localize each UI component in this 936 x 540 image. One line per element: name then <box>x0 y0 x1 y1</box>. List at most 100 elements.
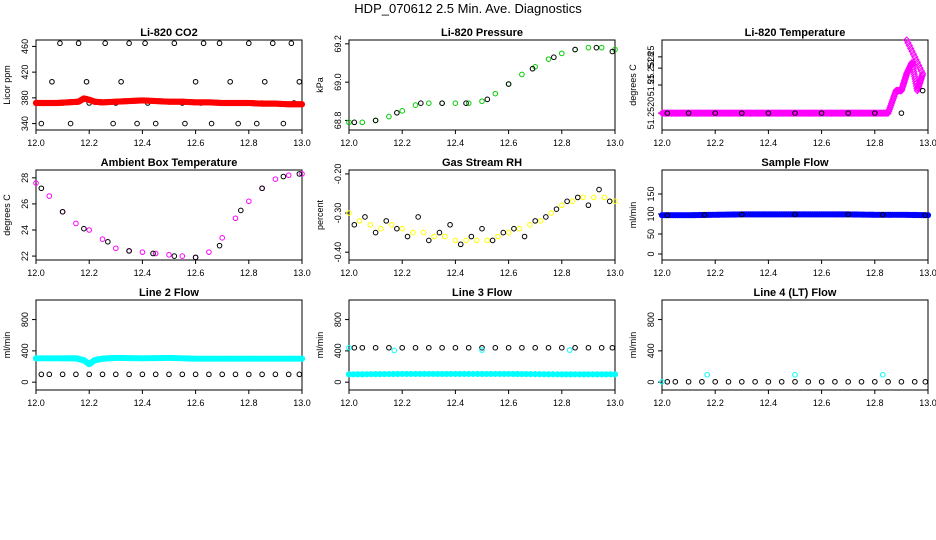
data-point <box>519 344 525 351</box>
panel-sample_flow: Sample Flow ml/min 12.0 12.2 12.4 12.6 12.8 13.… <box>628 157 936 278</box>
data-point <box>351 344 358 351</box>
data-point <box>192 78 199 85</box>
data-point <box>426 100 432 106</box>
data-point <box>359 119 366 126</box>
data-point <box>519 71 525 78</box>
data-point <box>105 238 111 245</box>
x-tick-label: 13.0 <box>919 398 936 408</box>
y-axis-label: ml/min <box>315 332 325 359</box>
data-point <box>142 40 148 47</box>
data-point <box>505 344 512 351</box>
plot-frame <box>35 169 303 261</box>
data-point <box>152 371 159 378</box>
data-point <box>246 198 252 205</box>
series-raw <box>351 186 613 248</box>
x-tick-label: 12.4 <box>134 138 152 148</box>
data-point <box>171 253 178 259</box>
data-point <box>606 198 613 205</box>
data-point <box>566 347 573 353</box>
y-tick-label: 380 <box>20 90 30 105</box>
y-tick-label: -0.40 <box>333 242 343 263</box>
data-point <box>219 371 225 378</box>
x-tick-label: 12.0 <box>27 398 45 408</box>
data-point <box>179 371 186 378</box>
chart-panels: Li-820 CO2 Licor ppm 12.0 12.2 12.4 12.6 12.8 1… <box>2 27 936 408</box>
data-point <box>171 40 178 47</box>
data-point <box>882 109 890 117</box>
data-point <box>38 371 45 378</box>
data-point <box>739 211 745 218</box>
data-point <box>452 237 459 244</box>
data-point <box>685 378 692 385</box>
data-point <box>537 218 544 224</box>
data-point <box>590 194 597 201</box>
data-point <box>73 371 79 378</box>
data-point <box>298 355 306 362</box>
x-tick-label: 12.8 <box>240 138 258 148</box>
data-point <box>272 371 279 378</box>
data-point <box>232 215 239 222</box>
x-tick-label: 12.2 <box>706 268 724 278</box>
x-tick-label: 12.6 <box>813 268 831 278</box>
x-tick-label: 12.4 <box>760 138 778 148</box>
x-tick-label: 12.2 <box>393 138 411 148</box>
data-point <box>200 40 207 47</box>
y-tick-label: 150 <box>646 186 656 201</box>
data-point <box>611 371 619 378</box>
x-tick-label: 12.4 <box>760 268 778 278</box>
panel-title: Line 2 Flow <box>139 287 199 299</box>
x-tick-label: 12.4 <box>134 268 152 278</box>
x-tick-label: 12.2 <box>706 398 724 408</box>
data-point <box>386 113 392 120</box>
data-point <box>235 120 241 127</box>
data-point <box>612 198 618 205</box>
x-tick-label: 12.2 <box>706 138 724 148</box>
panel-title: Ambient Box Temperature <box>101 157 238 169</box>
panel-title: Sample Flow <box>761 157 829 169</box>
panel-title: Li-820 Pressure <box>441 27 523 39</box>
y-tick-label: 28 <box>20 173 30 183</box>
data-point <box>922 212 929 218</box>
data-point <box>704 371 711 378</box>
y-axis-label: degrees C <box>2 194 12 236</box>
data-point <box>832 378 838 385</box>
data-point <box>219 235 225 241</box>
data-point <box>86 371 92 378</box>
data-point <box>399 344 406 351</box>
data-point <box>206 249 212 255</box>
data-point <box>543 214 549 220</box>
data-point <box>672 378 679 385</box>
series-raw <box>351 44 616 126</box>
series-raw <box>351 344 616 351</box>
data-point <box>152 250 159 257</box>
y-tick-label: 800 <box>333 312 343 327</box>
y-axis-label: ml/min <box>2 332 12 359</box>
panel-co2: Li-820 CO2 Licor ppm 12.0 12.2 12.4 12.6 12.8 1… <box>2 27 311 148</box>
data-point <box>484 237 491 244</box>
data-point <box>152 120 159 127</box>
data-point <box>572 344 578 351</box>
data-point <box>701 212 708 218</box>
series-average <box>32 354 306 368</box>
data-point <box>457 241 464 248</box>
series-average <box>346 194 618 244</box>
data-point <box>351 119 358 126</box>
data-point <box>492 344 499 351</box>
data-point <box>372 229 379 236</box>
series-raw <box>38 171 303 261</box>
data-point <box>261 78 268 85</box>
data-point <box>818 110 825 116</box>
data-point <box>208 120 215 127</box>
x-tick-label: 13.0 <box>606 398 624 408</box>
data-point <box>139 249 146 255</box>
data-point <box>479 225 485 232</box>
data-point <box>792 110 798 116</box>
data-point <box>441 233 448 240</box>
data-point <box>67 120 74 127</box>
data-point <box>296 371 303 378</box>
panel-ambient: Ambient Box Temperature degrees C 12.0 12.2… <box>2 157 311 278</box>
x-tick-label: 12.2 <box>80 268 98 278</box>
data-point <box>664 110 671 116</box>
y-tick-label: 50 <box>646 229 656 239</box>
